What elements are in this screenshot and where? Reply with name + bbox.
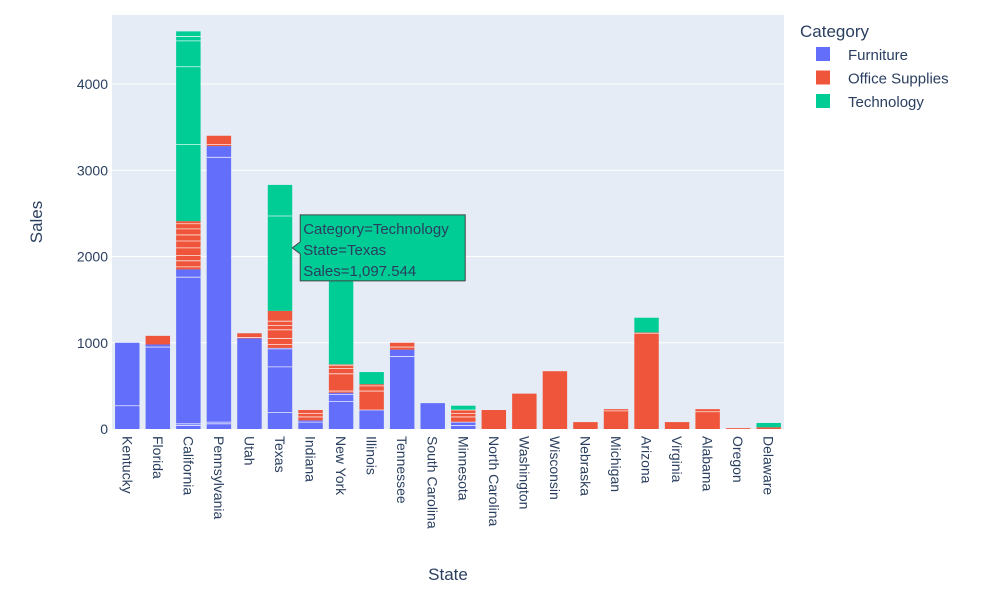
- y-tick-label: 3000: [77, 162, 108, 178]
- bar-florida-furniture[interactable]: [145, 344, 171, 429]
- bar-new-york-furniture[interactable]: [328, 392, 354, 429]
- bar-utah-furniture[interactable]: [237, 338, 262, 429]
- bar-texas-office-supplies[interactable]: [267, 310, 293, 348]
- bar-nebraska-office-supplies[interactable]: [573, 422, 598, 429]
- bar-michigan-office-supplies[interactable]: [603, 409, 629, 429]
- legend-item-technology[interactable]: Technology: [816, 94, 924, 111]
- bar-indiana-furniture[interactable]: [298, 420, 323, 429]
- y-axis-ticks: 0 1000 2000 3000 4000: [77, 76, 108, 437]
- legend-label: Office Supplies: [848, 71, 949, 88]
- legend-swatch: [816, 94, 830, 108]
- bar-california-office-supplies[interactable]: [176, 221, 201, 270]
- x-axis-ticks: Kentucky Florida California Pennsylvania Uta…: [119, 436, 776, 529]
- x-tick-label: Tennessee: [394, 436, 410, 504]
- x-tick-label: Delaware: [761, 436, 777, 495]
- x-tick-label: Washington: [516, 436, 532, 509]
- x-tick-label: Virginia: [669, 436, 685, 483]
- bar-new-york-office-supplies[interactable]: [328, 364, 354, 393]
- legend: Category Furniture Office Supplies Technol…: [800, 22, 949, 111]
- legend-label: Furniture: [848, 47, 908, 64]
- bar-pennsylvania-office-supplies[interactable]: [206, 135, 232, 147]
- x-tick-label: Florida: [150, 436, 166, 479]
- bar-delaware-office-supplies[interactable]: [756, 427, 781, 429]
- bar-oregon-office-supplies[interactable]: [725, 428, 751, 429]
- y-tick-label: 4000: [77, 76, 108, 92]
- y-tick-label: 2000: [77, 249, 108, 265]
- x-tick-label: Michigan: [608, 436, 624, 492]
- legend-item-office-supplies[interactable]: Office Supplies: [816, 70, 949, 88]
- legend-item-furniture[interactable]: Furniture: [816, 47, 908, 64]
- x-tick-label: Nebraska: [577, 436, 593, 496]
- hover-line: Sales=1,097.544: [303, 263, 416, 280]
- bar-illinois-furniture[interactable]: [359, 410, 384, 429]
- x-tick-label: Utah: [241, 436, 257, 466]
- bar-arizona-technology[interactable]: [634, 317, 659, 333]
- x-axis-title: State: [428, 565, 468, 584]
- x-tick-label: Kentucky: [119, 436, 135, 494]
- bar-wisconsin-office-supplies[interactable]: [542, 371, 568, 429]
- x-tick-label: Alabama: [700, 436, 716, 491]
- bar-arizona-office-supplies[interactable]: [634, 332, 659, 429]
- x-tick-label: Minnesota: [455, 436, 471, 501]
- x-tick-label: Texas: [272, 436, 288, 473]
- hover-box: [291, 214, 466, 282]
- legend-swatch: [816, 47, 830, 61]
- bar-pennsylvania-furniture[interactable]: [206, 146, 232, 429]
- hover-line: Category=Technology: [303, 221, 449, 238]
- x-tick-label: Oregon: [730, 436, 746, 483]
- y-axis-title: Sales: [27, 201, 46, 244]
- x-tick-label: South Carolina: [425, 436, 441, 529]
- bar-florida-office-supplies[interactable]: [145, 335, 171, 345]
- bar-texas-technology[interactable]: [267, 184, 293, 311]
- bar-utah-office-supplies[interactable]: [237, 333, 262, 339]
- bar-tennessee-office-supplies[interactable]: [389, 342, 415, 350]
- bar-virginia-office-supplies[interactable]: [664, 422, 690, 429]
- bars-layer: [115, 31, 781, 429]
- bar-delaware-technology[interactable]: [756, 422, 781, 428]
- bar-california-furniture[interactable]: [176, 269, 201, 429]
- bar-minnesota-technology[interactable]: [451, 405, 476, 411]
- bar-washington-office-supplies[interactable]: [512, 393, 537, 429]
- legend-swatch: [816, 70, 830, 85]
- x-tick-label: North Carolina: [486, 436, 502, 526]
- bar-indiana-office-supplies[interactable]: [298, 410, 323, 421]
- x-tick-label: Illinois: [364, 436, 380, 475]
- bar-south-carolina-furniture[interactable]: [420, 403, 445, 429]
- x-tick-label: New York: [333, 436, 349, 496]
- legend-label: Technology: [848, 94, 924, 111]
- bar-illinois-technology[interactable]: [359, 372, 384, 385]
- x-tick-label: Indiana: [303, 436, 319, 482]
- bar-kentucky-furniture[interactable]: [115, 342, 140, 429]
- bar-illinois-office-supplies[interactable]: [359, 384, 384, 411]
- y-tick-label: 1000: [77, 335, 108, 351]
- hover-line: State=Texas: [303, 242, 386, 259]
- x-tick-label: Wisconsin: [547, 436, 563, 500]
- hover-tooltip: Category=Technology State=Texas Sales=1,09…: [291, 214, 466, 282]
- x-tick-label: Pennsylvania: [211, 436, 227, 519]
- bar-alabama-office-supplies[interactable]: [695, 409, 720, 429]
- legend-title: Category: [800, 22, 869, 41]
- x-tick-label: California: [180, 436, 196, 495]
- bar-texas-furniture[interactable]: [267, 347, 293, 429]
- x-tick-label: Arizona: [639, 436, 655, 484]
- bar-north-carolina-office-supplies[interactable]: [481, 410, 507, 429]
- bar-california-technology[interactable]: [176, 31, 201, 222]
- bar-new-york-technology[interactable]: [328, 272, 354, 365]
- bar-tennessee-furniture[interactable]: [389, 349, 415, 429]
- y-tick-label: 0: [100, 421, 108, 437]
- bar-minnesota-office-supplies[interactable]: [451, 410, 476, 423]
